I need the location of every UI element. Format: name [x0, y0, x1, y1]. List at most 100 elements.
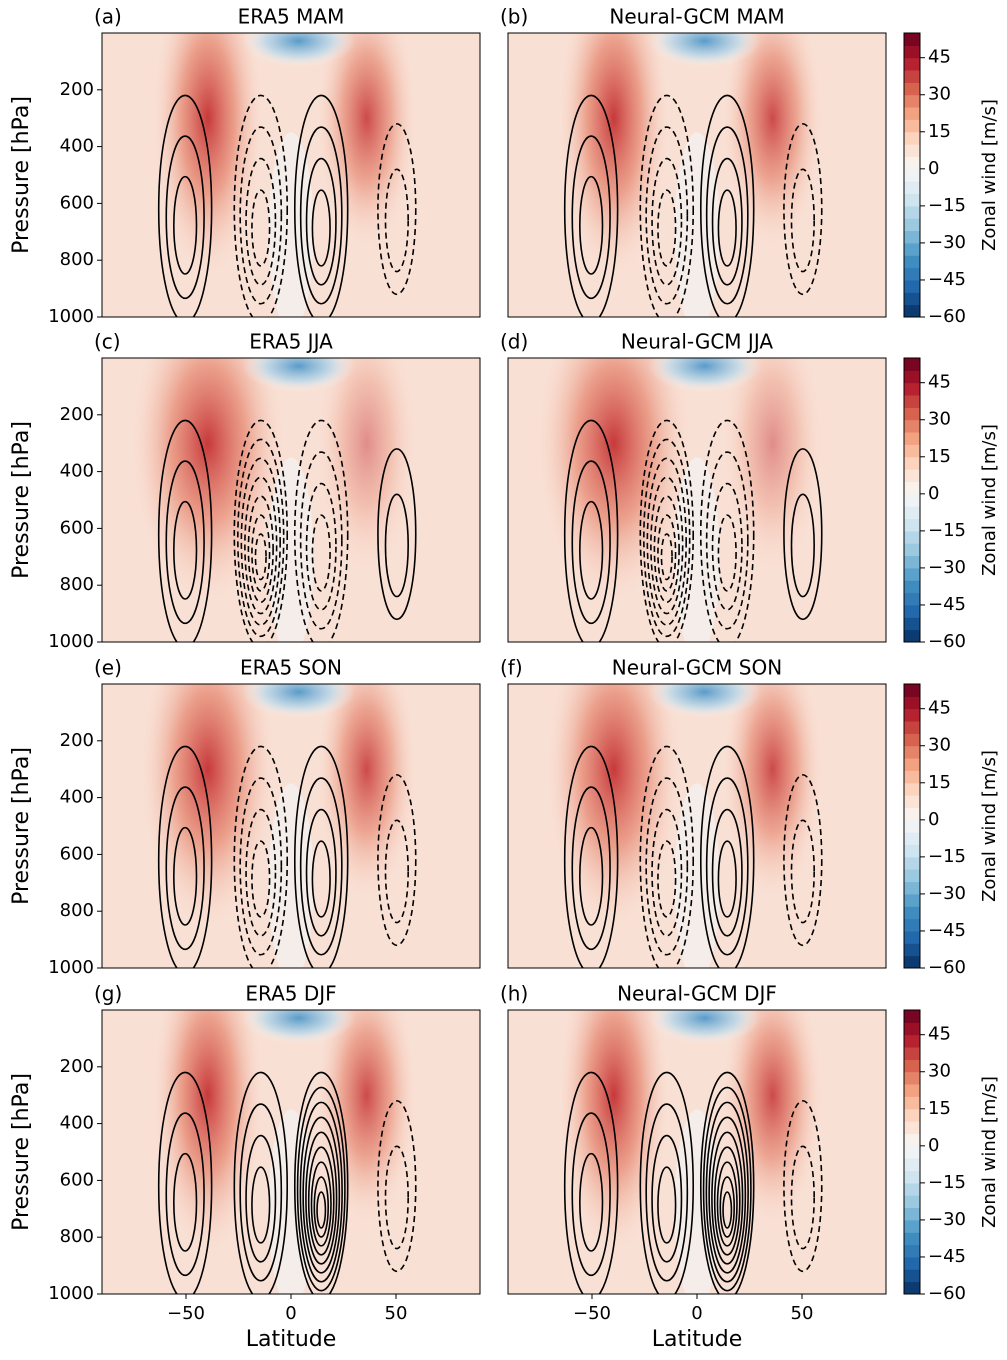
colorbar-tick-label: 45	[928, 1024, 951, 1045]
contour-line	[305, 482, 337, 611]
contour-line	[651, 157, 683, 286]
x-tick-label: −50	[573, 1303, 611, 1324]
contour-line	[305, 1131, 338, 1265]
contour-line	[299, 126, 343, 305]
y-axis-label: Pressure [hPa]	[9, 1073, 34, 1231]
y-tick-label: 800	[60, 249, 94, 270]
panel-title: Neural-GCM SON	[612, 656, 782, 680]
jet-north	[317, 1010, 416, 1223]
y-tick-label: 600	[60, 517, 94, 538]
colorbar-band	[904, 1232, 920, 1246]
colorbar-band	[904, 370, 920, 384]
colorbar-tick-label: 0	[928, 483, 939, 504]
panel-label: (g)	[94, 982, 122, 1006]
colorbar-band	[904, 844, 920, 858]
panel-title: Neural-GCM JJA	[621, 330, 773, 354]
contour-line	[384, 493, 409, 598]
colorbar-tick-label: 45	[928, 47, 951, 68]
colorbar-band	[904, 304, 920, 318]
easterly	[241, 684, 356, 718]
panel: (b) Neural-GCM MAM 45 30 15 0 −15 −30 −45 −60 Zona…	[500, 5, 1000, 328]
colorbar-tick-label: −30	[928, 557, 966, 578]
jet-north	[723, 684, 822, 897]
colorbar-band	[904, 205, 920, 219]
colorbar-band	[904, 144, 920, 157]
contour-line	[293, 419, 349, 642]
contour-line	[790, 493, 815, 598]
y-tick-label: 800	[60, 574, 94, 595]
colorbar-tick-label: 45	[928, 372, 951, 393]
contour-line	[650, 476, 684, 615]
contour-line	[571, 786, 611, 951]
colorbar-band	[904, 493, 920, 507]
colorbar-band	[904, 1170, 920, 1184]
contour-line	[251, 514, 271, 592]
colorbar-band	[904, 543, 920, 557]
y-axis-label: Pressure [hPa]	[9, 96, 34, 254]
colorbar-band	[904, 567, 920, 581]
contour-line	[299, 777, 343, 956]
contour-line	[657, 840, 677, 918]
colorbar-tick-label: 30	[928, 84, 951, 105]
contour-line	[237, 438, 285, 638]
contour-line	[639, 94, 695, 317]
contour-line	[311, 189, 331, 267]
contour-line	[293, 745, 349, 968]
colorbar-band	[904, 1059, 920, 1073]
colorbar-tick-label: 15	[928, 121, 951, 142]
colorbar-band	[904, 255, 920, 269]
field	[508, 358, 886, 642]
field	[102, 684, 480, 968]
contour-line	[657, 514, 677, 592]
contour-line	[384, 819, 409, 924]
contour-line	[302, 1116, 341, 1274]
contour-line	[239, 1103, 283, 1282]
jet-north	[317, 358, 416, 571]
contour-line	[247, 495, 274, 604]
colorbar-frame	[903, 1009, 921, 1295]
frame	[101, 32, 481, 318]
contour-line	[239, 126, 283, 305]
easterly	[241, 358, 356, 392]
contour-line	[233, 419, 289, 642]
colorbar-band	[904, 733, 920, 747]
contour-line	[790, 1145, 815, 1250]
contour-line	[699, 1071, 755, 1294]
y-tick-label: 1000	[48, 306, 94, 327]
panel: (d) Neural-GCM JJA 45 30 15 0 −15 −30 −45 −60 Zona…	[500, 330, 1000, 653]
x-tick-label: −50	[167, 1303, 205, 1324]
y-tick-label: 600	[60, 1169, 94, 1190]
colorbar-band	[904, 1084, 920, 1097]
field	[508, 33, 886, 317]
colorbar-band	[904, 292, 920, 306]
y-tick-label: 1000	[48, 957, 94, 978]
contour-line	[645, 777, 689, 956]
panel-label: (b)	[500, 5, 528, 29]
y-tick-label: 400	[60, 136, 94, 157]
colorbar-band	[904, 193, 920, 207]
contour-line	[384, 168, 409, 273]
contour-line	[173, 175, 198, 275]
colorbar-band	[904, 617, 920, 631]
field	[102, 358, 480, 642]
contour-line	[377, 123, 417, 296]
colorbar-band	[904, 230, 920, 244]
colorbar-band	[904, 955, 920, 969]
contour-line	[299, 1101, 343, 1283]
x-axis-label: Latitude	[246, 1327, 337, 1352]
contour-line	[705, 451, 749, 630]
colorbar-band	[904, 1010, 920, 1023]
colorbar-tick-label: −30	[928, 883, 966, 904]
colorbar-band	[904, 696, 920, 710]
x-axis-label: Latitude	[652, 1327, 743, 1352]
panel-label: (a)	[94, 5, 122, 29]
colorbar-tick-label: 0	[928, 809, 939, 830]
contour-line	[165, 1112, 205, 1277]
contour-line	[653, 495, 680, 604]
colorbar-band	[904, 1133, 920, 1147]
panel: (a) ERA5 MAM 200 400 600 800 1000 Pressure [hPa…	[9, 5, 481, 327]
colorbar-tick-label: −45	[928, 1246, 966, 1267]
colorbar-band	[904, 168, 920, 182]
contour-line	[245, 808, 277, 937]
colorbar-tick-label: 30	[928, 409, 951, 430]
